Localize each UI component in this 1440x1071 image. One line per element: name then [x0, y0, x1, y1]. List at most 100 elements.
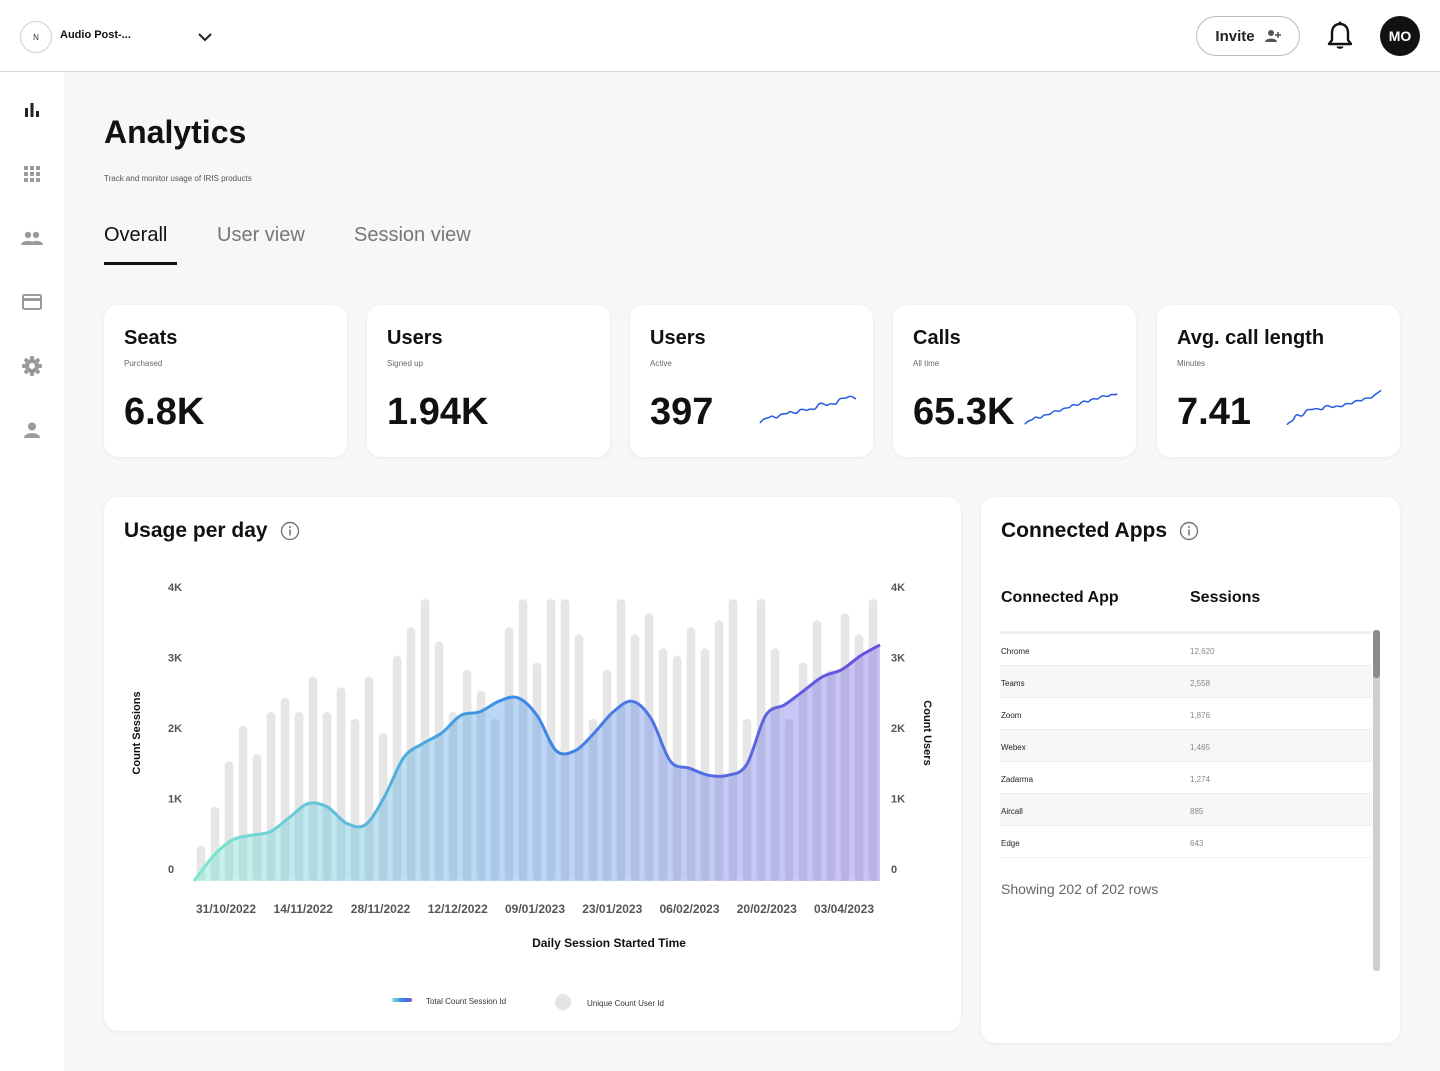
y-tick-label-right: 0 [891, 864, 897, 876]
table-row[interactable]: Chrome 12,620 [1000, 634, 1372, 666]
app-name: Zoom [1001, 711, 1022, 720]
column-header-sessions[interactable]: Sessions [1190, 589, 1261, 606]
x-tick-label: 03/04/2023 [814, 902, 874, 916]
info-icon[interactable] [280, 521, 300, 541]
app-sessions: 12,620 [1190, 647, 1215, 656]
sidebar [0, 72, 64, 1071]
app-name: Edge [1001, 839, 1020, 848]
scrollbar-track[interactable] [1373, 630, 1380, 971]
app-name: Chrome [1001, 647, 1030, 656]
legend-label: Unique Count User Id [587, 999, 664, 1008]
app-sessions: 1,465 [1190, 743, 1211, 752]
chart-title-text: Usage per day [124, 519, 268, 542]
stat-title: Avg. call length [1177, 327, 1325, 349]
app-name: Zadarma [1001, 775, 1034, 784]
stat-value: 397 [650, 391, 714, 433]
y-tick-label-left: 0 [168, 864, 174, 876]
tab-session-view[interactable]: Session view [354, 224, 471, 246]
x-tick-label: 20/02/2023 [737, 902, 797, 916]
stat-title: Users [650, 327, 706, 349]
person-icon[interactable] [20, 418, 44, 442]
app-sessions: 2,558 [1190, 679, 1211, 688]
app-sessions: 643 [1190, 839, 1204, 848]
y-axis-label: Count Sessions [131, 691, 143, 774]
stat-subtitle: Active [650, 359, 672, 368]
y-axis-label-right: Count Users [921, 700, 933, 765]
legend-line-swatch [392, 998, 412, 1002]
table-row[interactable]: Aircall 885 [1000, 794, 1372, 826]
table-row[interactable]: Webex 1,465 [1000, 730, 1372, 762]
tab-user-view[interactable]: User view [217, 224, 305, 246]
stat-title: Users [387, 327, 443, 349]
notification-bell-icon[interactable] [1326, 21, 1354, 51]
connected-apps-card: Connected Apps Connected App Sessions Ch… [981, 497, 1400, 1043]
app-name: Teams [1001, 679, 1025, 688]
app-sessions: 1,274 [1190, 775, 1211, 784]
table-row[interactable]: Edge 643 [1000, 826, 1372, 858]
info-icon[interactable] [1179, 521, 1199, 541]
gear-icon[interactable] [20, 354, 44, 378]
credit-card-icon[interactable] [20, 290, 44, 314]
app-sessions: 1,876 [1190, 711, 1211, 720]
stat-title: Calls [913, 327, 961, 349]
table-row[interactable]: Teams 2,558 [1000, 666, 1372, 698]
sparkline-chart [1024, 393, 1118, 425]
y-tick-label-left: 1K [168, 794, 182, 806]
stat-subtitle: Minutes [1177, 359, 1206, 368]
users-icon[interactable] [20, 226, 44, 250]
table-row[interactable]: Zoom 1,876 [1000, 698, 1372, 730]
stat-value: 1.94K [387, 391, 489, 433]
x-tick-label: 31/10/2022 [196, 902, 256, 916]
column-header-connected-app[interactable]: Connected App [1001, 589, 1119, 606]
x-axis-label: Daily Session Started Time [532, 936, 686, 950]
active-tab-indicator [104, 262, 177, 265]
usage-per-day-card: 0 0 1K 1K 2K 2K 3K 3K 4K 4K 31/10/2022 14/11/2022 28… [104, 497, 961, 1031]
table-row[interactable]: Zadarma 1,274 [1000, 762, 1372, 794]
top-bar: N Audio Post-... Invite MO [0, 0, 1440, 72]
user-avatar[interactable]: MO [1380, 16, 1420, 56]
stat-subtitle: All time [913, 359, 940, 368]
page-subtitle: Track and monitor usage of IRIS products [104, 174, 252, 183]
add-user-icon [1264, 30, 1281, 42]
tab-overall[interactable]: Overall [104, 224, 168, 246]
chevron-down-icon[interactable] [194, 26, 216, 48]
invite-button[interactable]: Invite [1196, 16, 1300, 56]
stat-value: 7.41 [1177, 391, 1251, 433]
stat-value: 65.3K [913, 391, 1015, 433]
x-tick-label: 28/11/2022 [351, 902, 411, 916]
stat-title: Seats [124, 327, 178, 349]
sparkline-chart [1286, 389, 1382, 426]
stat-card-calls: Calls All time 65.3K [893, 305, 1136, 457]
stat-value: 6.8K [124, 391, 205, 433]
x-tick-label: 23/01/2023 [582, 902, 642, 916]
y-tick-label-left: 3K [168, 653, 182, 665]
stat-card-users-signed-up: Users Signed up 1.94K [367, 305, 610, 457]
y-tick-label-right: 3K [891, 653, 905, 665]
apps-grid-icon[interactable] [20, 162, 44, 186]
sparkline-chart [759, 395, 857, 424]
connected-apps-table: Chrome 12,620 Teams 2,558 Zoom 1,876 Webex 1… [1000, 631, 1372, 858]
x-tick-label: 09/01/2023 [505, 902, 565, 916]
y-tick-label-left: 4K [168, 582, 182, 594]
x-tick-label: 06/02/2023 [659, 902, 719, 916]
y-tick-label-right: 2K [891, 723, 905, 735]
y-tick-label-right: 4K [891, 582, 905, 594]
y-tick-label-right: 1K [891, 794, 905, 806]
workspace-name[interactable]: Audio Post-... [60, 29, 131, 41]
bar-chart-icon[interactable] [20, 98, 44, 122]
scrollbar-thumb[interactable] [1373, 630, 1380, 678]
legend-bar-swatch [555, 994, 571, 1010]
invite-label: Invite [1215, 27, 1255, 45]
stat-card-users-active: Users Active 397 [630, 305, 873, 457]
stat-card-seats: Seats Purchased 6.8K [104, 305, 347, 457]
app-name: Aircall [1001, 807, 1023, 816]
x-tick-label: 12/12/2022 [428, 902, 488, 916]
stat-subtitle: Purchased [124, 359, 163, 368]
app-sessions: 885 [1190, 807, 1204, 816]
workspace-avatar[interactable]: N [20, 21, 52, 53]
usage-chart: 0 0 1K 1K 2K 2K 3K 3K 4K 4K 31/10/2022 14/11/2022 28… [131, 582, 933, 1010]
table-footer: Showing 202 of 202 rows [1001, 881, 1159, 897]
legend-label: Total Count Session Id [426, 997, 506, 1006]
y-tick-label-left: 2K [168, 723, 182, 735]
total-sessions-area [194, 644, 880, 881]
